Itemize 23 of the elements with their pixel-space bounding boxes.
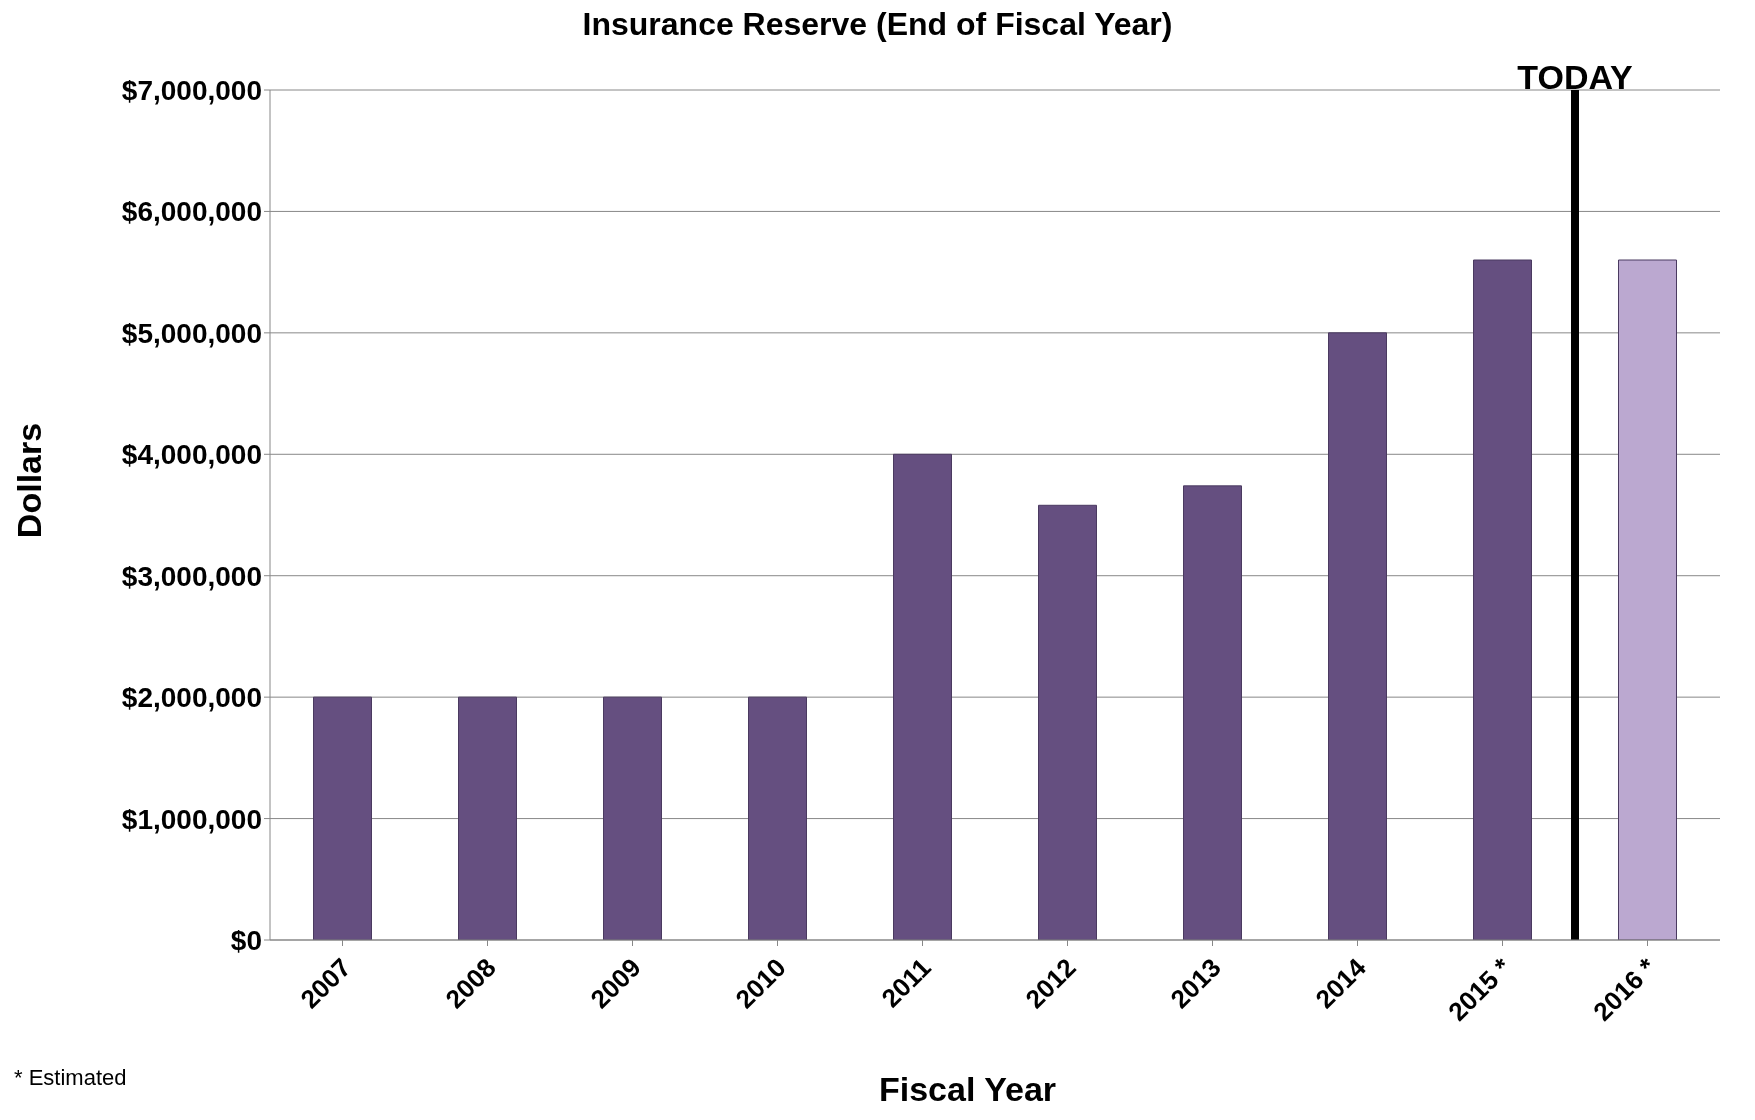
bar	[893, 453, 952, 940]
y-tick-label: $6,000,000	[121, 196, 262, 228]
bar	[313, 696, 372, 940]
bar	[1038, 504, 1097, 940]
bar	[1618, 259, 1677, 940]
y-tick-label: $7,000,000	[121, 74, 262, 106]
bar	[1328, 332, 1387, 940]
y-tick-label: $5,000,000	[121, 317, 262, 349]
y-tick-label: $2,000,000	[121, 682, 262, 714]
bar	[1183, 485, 1242, 940]
chart-title: Insurance Reserve (End of Fiscal Year)	[581, 6, 1174, 43]
x-axis-title: Fiscal Year	[878, 1070, 1057, 1108]
y-tick-label: $3,000,000	[121, 560, 262, 592]
bar	[458, 696, 517, 940]
y-tick-label: $1,000,000	[121, 803, 262, 835]
y-axis-title: Dollars	[10, 422, 50, 538]
bar	[748, 696, 807, 940]
ref-line-label: TODAY	[1517, 58, 1633, 96]
y-tick-label: $4,000,000	[121, 439, 262, 471]
y-tick-label: $0	[230, 924, 262, 956]
text: * Estimated	[14, 1065, 127, 1091]
bar	[603, 696, 662, 940]
bar	[1473, 259, 1532, 940]
